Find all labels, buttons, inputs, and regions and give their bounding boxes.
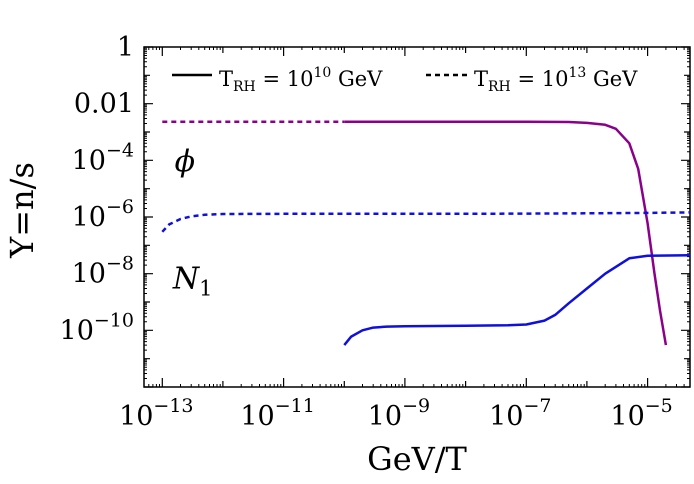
series-layer	[161, 120, 691, 346]
series-line-2	[161, 211, 691, 233]
x-tick-labels: 10−13 10−11 10−9 10−7 10−5	[119, 395, 673, 432]
legend-label-solid: TRH = 1010 GeV	[219, 65, 383, 95]
x-tick-label-1: 10−11	[240, 395, 314, 432]
series-line-1	[344, 120, 668, 346]
major-tick-marks	[144, 46, 690, 388]
y-axis-title: Y=n/s	[3, 162, 41, 259]
plot-frame	[143, 46, 691, 388]
x-tick-label-2: 10−9	[368, 395, 430, 432]
legend: TRH = 1010 GeV TRH = 1013 GeV	[172, 65, 638, 95]
y-tick-label-4: 10−8	[72, 253, 134, 290]
x-tick-label-4: 10−5	[610, 395, 672, 432]
series-labels: ϕ N1	[172, 145, 213, 301]
x-axis-title: GeV/T	[367, 440, 467, 478]
y-tick-label-3: 10−6	[72, 196, 134, 233]
minor-tick-marks	[143, 47, 691, 387]
tick-marks	[143, 46, 691, 388]
legend-label-dashed: TRH = 1013 GeV	[474, 65, 638, 95]
y-tick-label-1: 0.01	[74, 89, 134, 120]
x-tick-label-3: 10−7	[489, 395, 551, 432]
series-line-3	[343, 253, 691, 346]
y-tick-label-0: 1	[117, 32, 134, 63]
series-label-phi: ϕ	[175, 145, 195, 180]
y-tick-label-2: 10−4	[72, 139, 134, 176]
x-tick-label-0: 10−13	[119, 395, 193, 432]
series-label-N1: N1	[172, 262, 213, 301]
y-tick-label-5: 10−10	[60, 309, 134, 346]
y-tick-labels: 1 0.01 10−4 10−6 10−8 10−10	[60, 32, 134, 346]
